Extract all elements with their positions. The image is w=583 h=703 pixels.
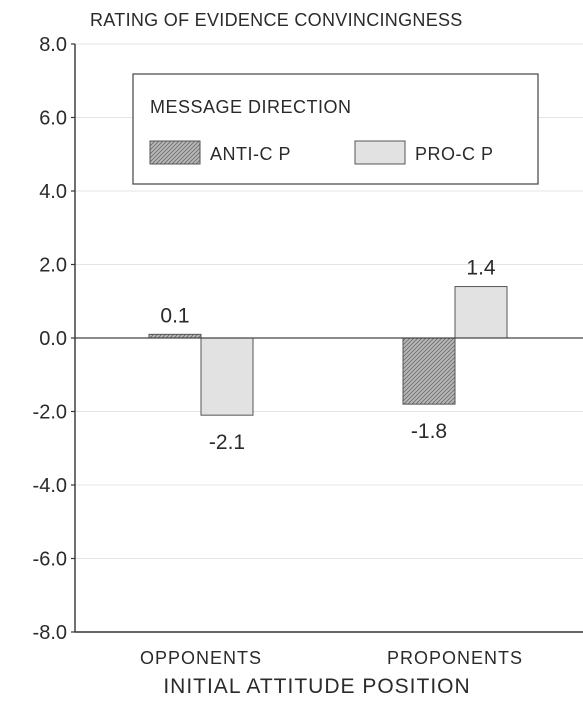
legend-swatch-pro-cp [354, 140, 406, 165]
y-tick-label: -2.0 [33, 402, 67, 424]
y-tick-label: -6.0 [33, 549, 67, 571]
x-tick-label: PROPONENTS [387, 648, 523, 668]
bar-pro-c-p-proponents [454, 286, 508, 339]
legend: MESSAGE DIRECTION ANTI-C P PRO-C P [132, 73, 539, 185]
data-labels: 0.1 -1.8 -2.1 1.4 [160, 257, 496, 455]
data-label: 1.4 [466, 257, 496, 280]
x-tick-label: OPPONENTS [140, 648, 262, 668]
y-tick-label: 8.0 [39, 34, 67, 56]
data-label: 0.1 [160, 304, 189, 327]
chart-title: RATING OF EVIDENCE CONVINCINGNESS [90, 10, 463, 30]
bar-anti-c-p-proponents [402, 337, 456, 405]
data-label: -2.1 [209, 431, 245, 454]
y-tick-label: 4.0 [39, 181, 67, 203]
y-tick-label: 2.0 [39, 255, 67, 277]
y-tick-label: 0.0 [39, 328, 67, 350]
bar-pro-c-p-opponents [200, 337, 254, 416]
data-label: -1.8 [411, 420, 447, 443]
legend-label-pro-cp: PRO-C P [415, 144, 494, 164]
axes: 8.0 6.0 4.0 2.0 0.0 -2.0 -4.0 -6.0 -8.0 OPPONENTS… [33, 34, 583, 668]
y-tick-label: 6.0 [39, 108, 67, 130]
legend-label-anti-cp: ANTI-C P [210, 144, 291, 164]
legend-swatch-anti-cp [149, 140, 201, 165]
x-axis-label: INITIAL ATTITUDE POSITION [163, 675, 470, 698]
y-tick-label: -4.0 [33, 475, 67, 497]
legend-title: MESSAGE DIRECTION [150, 97, 352, 117]
y-tick-label: -8.0 [33, 622, 67, 644]
legend-box [132, 73, 539, 185]
bars [148, 286, 508, 416]
